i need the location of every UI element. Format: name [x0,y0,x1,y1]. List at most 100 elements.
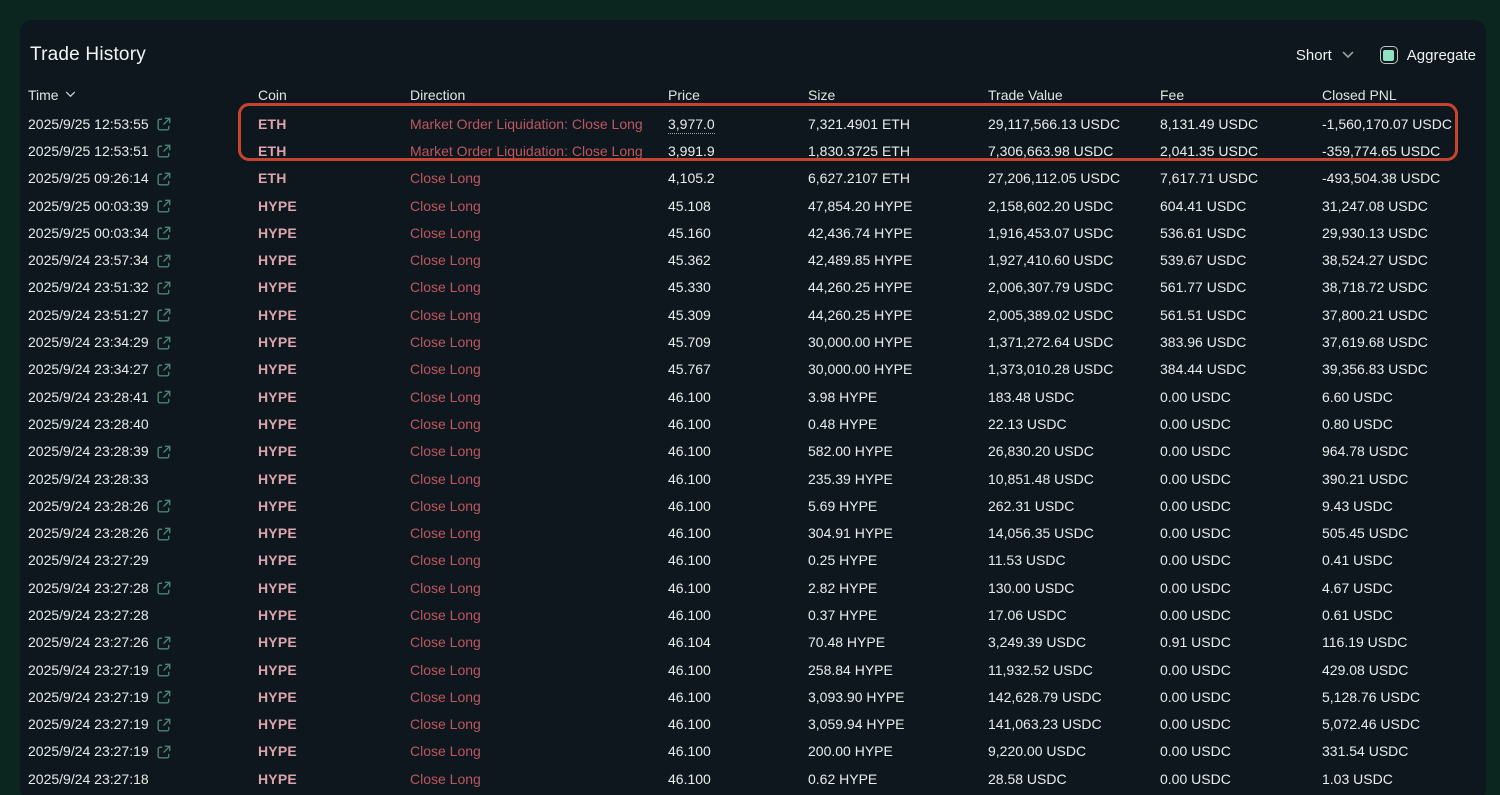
column-header-size: Size [808,87,836,103]
coin-symbol: HYPE [258,661,297,678]
trade-value: 11.53 USDC [988,552,1066,569]
trade-value: 14,056.35 USDC [988,525,1094,542]
trade-size: 44,260.25 HYPE [808,306,913,323]
coin-symbol: HYPE [258,688,297,705]
external-link-icon[interactable] [157,363,171,377]
external-link-icon[interactable] [157,226,171,240]
external-link-icon[interactable] [157,636,171,650]
trade-value: 11,932.52 USDC [988,661,1093,678]
coin-symbol: ETH [258,170,287,187]
table-row: 2025/9/24 23:57:34 HYPE Close Long 45.36… [28,246,1478,273]
trade-direction: Close Long [410,170,481,187]
closed-pnl: 116.19 USDC [1322,634,1408,651]
external-link-icon[interactable] [157,745,171,759]
aggregate-label[interactable]: Aggregate [1406,46,1476,64]
closed-pnl: -359,774.65 USDC [1322,142,1441,159]
trade-timestamp: 2025/9/25 09:26:14 [28,170,149,187]
trade-fee: 0.00 USDC [1160,770,1231,787]
external-link-icon[interactable] [157,690,171,704]
closed-pnl: 31,247.08 USDC [1322,197,1428,214]
table-row: 2025/9/24 23:28:26 HYPE Close Long 46.10… [28,519,1478,546]
table-body: 2025/9/25 12:53:55 ETH Market Order Liqu… [28,110,1478,792]
external-link-icon[interactable] [157,390,171,404]
trade-direction: Close Long [410,443,481,460]
trade-direction: Close Long [410,579,481,596]
trade-direction: Close Long [410,334,481,351]
table-row: 2025/9/25 00:03:39 HYPE Close Long 45.10… [28,192,1478,219]
column-header-time[interactable]: Time [28,87,258,103]
trade-timestamp: 2025/9/24 23:27:28 [28,606,149,623]
trade-size: 582.00 HYPE [808,443,893,460]
trade-size: 6,627.2107 ETH [808,170,910,187]
closed-pnl: 0.80 USDC [1322,415,1393,432]
coin-symbol: HYPE [258,525,297,542]
external-link-icon[interactable] [157,172,171,186]
external-link-icon[interactable] [157,527,171,541]
trade-value: 2,006,307.79 USDC [988,279,1114,296]
external-link-icon[interactable] [157,718,171,732]
trade-price: 3,991.9 [668,142,715,161]
table-row: 2025/9/24 23:27:19 HYPE Close Long 46.10… [28,711,1478,738]
coin-symbol: HYPE [258,634,297,651]
trade-value: 7,306,663.98 USDC [988,142,1114,159]
trade-size: 7,321.4901 ETH [808,115,910,132]
trade-price: 46.100 [668,661,711,678]
trade-fee: 536.61 USDC [1160,224,1247,241]
direction-filter-dropdown[interactable]: Short [1296,47,1354,64]
trade-size: 5.69 HYPE [808,497,878,514]
coin-symbol: HYPE [258,388,297,405]
external-link-icon[interactable] [157,254,171,268]
trade-size: 235.39 HYPE [808,470,893,487]
external-link-icon[interactable] [157,117,171,131]
external-link-icon[interactable] [157,663,171,677]
closed-pnl: 0.61 USDC [1322,606,1393,623]
trade-timestamp: 2025/9/24 23:51:32 [28,279,149,296]
trade-timestamp: 2025/9/24 23:27:18 [28,770,149,787]
trade-price: 46.100 [668,716,711,733]
trade-timestamp: 2025/9/24 23:27:19 [28,743,149,760]
trade-fee: 0.00 USDC [1160,716,1231,733]
trade-value: 17.06 USDC [988,606,1067,623]
trade-fee: 0.00 USDC [1160,552,1231,569]
trade-direction: Close Long [410,361,481,378]
trade-direction: Market Order Liquidation: Close Long [410,142,643,159]
external-link-icon[interactable] [157,581,171,595]
external-link-icon[interactable] [157,199,171,213]
trade-value: 141,063.23 USDC [988,716,1102,733]
trade-value: 10,851.48 USDC [988,470,1094,487]
trade-price: 45.108 [668,197,711,214]
closed-pnl: 1.03 USDC [1322,770,1393,787]
trade-direction: Close Long [410,388,481,405]
table-row: 2025/9/24 23:28:41 HYPE Close Long 46.10… [28,383,1478,410]
trade-direction: Close Long [410,606,481,623]
column-header-fee: Fee [1160,87,1185,103]
trade-size: 70.48 HYPE [808,634,886,651]
external-link-icon[interactable] [157,281,171,295]
table-row: 2025/9/25 00:03:34 HYPE Close Long 45.16… [28,219,1478,246]
trade-price: 46.100 [668,470,711,487]
coin-symbol: HYPE [258,743,297,760]
external-link-icon[interactable] [157,308,171,322]
trade-price: 46.100 [668,688,711,705]
trade-value: 2,158,602.20 USDC [988,197,1114,214]
aggregate-checkbox[interactable] [1379,46,1398,64]
trade-price: 4,105.2 [668,170,715,187]
closed-pnl: 390.21 USDC [1322,470,1409,487]
trade-size: 200.00 HYPE [808,743,893,760]
trade-timestamp: 2025/9/25 00:03:39 [28,197,149,214]
external-link-icon[interactable] [157,445,171,459]
trade-fee: 2,041.35 USDC [1160,142,1259,159]
trade-timestamp: 2025/9/24 23:28:41 [28,388,149,405]
external-link-icon[interactable] [157,144,171,158]
trade-fee: 0.00 USDC [1160,443,1231,460]
trade-timestamp: 2025/9/24 23:34:27 [28,361,149,378]
trade-history-panel: Trade History Short Aggregate [20,20,1486,795]
closed-pnl: 964.78 USDC [1322,443,1409,460]
table-row: 2025/9/24 23:28:26 HYPE Close Long 46.10… [28,492,1478,519]
trade-fee: 0.00 USDC [1160,415,1231,432]
external-link-icon[interactable] [157,499,171,513]
external-link-icon[interactable] [157,336,171,350]
trade-fee: 539.67 USDC [1160,252,1247,269]
trade-size: 304.91 HYPE [808,525,893,542]
trade-size: 0.37 HYPE [808,606,878,623]
